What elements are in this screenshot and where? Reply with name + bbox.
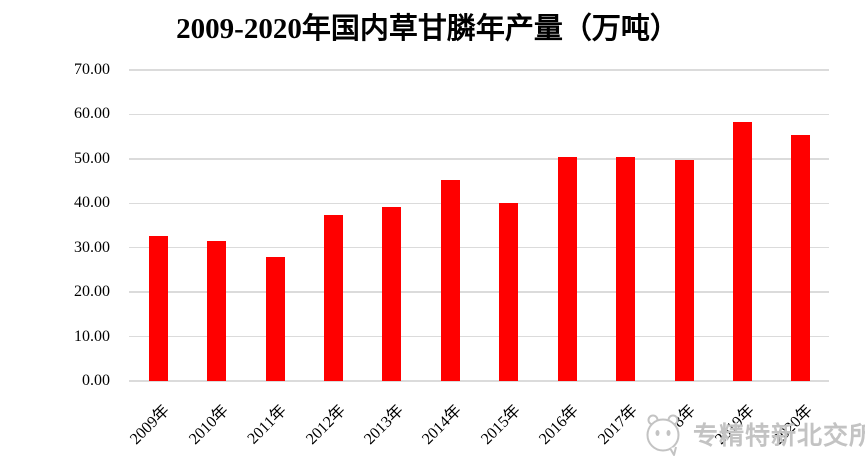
mascot-face-icon	[646, 414, 680, 456]
y-axis-label-50: 50.00	[74, 149, 110, 167]
gridline-60	[129, 113, 829, 116]
gridline-0	[129, 380, 829, 382]
bar-2011年	[265, 256, 285, 381]
bar-2013年	[382, 206, 402, 381]
watermark: 专精特新北交所	[640, 411, 865, 457]
y-axis-label-10: 10.00	[74, 327, 110, 345]
bar-2012年	[324, 215, 344, 381]
gridline-30	[129, 246, 829, 249]
bar-2009年	[148, 235, 168, 381]
watermark-text: 专精特新北交所	[693, 423, 865, 450]
bar-2016年	[557, 157, 577, 381]
bar-2017年	[616, 157, 636, 381]
y-axis-label-70: 70.00	[74, 61, 110, 78]
gridline-20	[129, 291, 829, 293]
y-axis-label-0: 0.00	[82, 372, 110, 389]
gridline-70	[129, 69, 829, 71]
bar-2015年	[499, 202, 519, 381]
y-axis-label-20: 20.00	[74, 283, 110, 301]
gridline-50	[129, 158, 829, 160]
y-axis-label-30: 30.00	[74, 238, 110, 256]
y-axis-label-60: 60.00	[74, 105, 110, 123]
bar-2018年	[674, 159, 694, 381]
bar-2020年	[791, 135, 811, 381]
gridline-40	[129, 202, 829, 205]
chart-title: 2009-2020年国内草甘膦年产量（万吨）	[176, 13, 679, 45]
y-axis-label-40: 40.00	[74, 194, 110, 212]
bar-2019年	[733, 121, 752, 381]
bar-2014年	[440, 180, 460, 381]
bar-2010年	[207, 240, 227, 381]
gridline-10	[129, 335, 829, 338]
